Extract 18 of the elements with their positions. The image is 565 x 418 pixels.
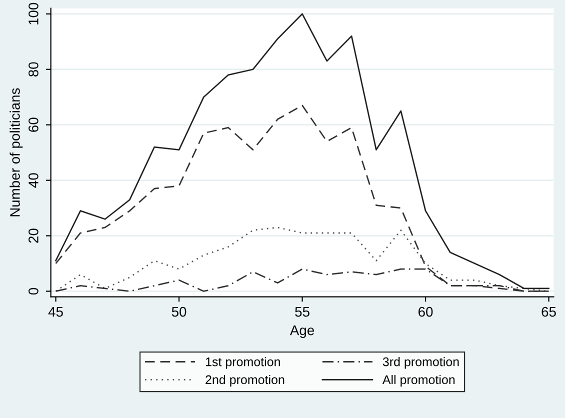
y-tick-label: 60	[28, 118, 38, 132]
line-series	[55, 13, 550, 290]
y-tick-label: 40	[28, 173, 38, 188]
y-tick-label: 80	[28, 62, 38, 76]
legend-label: 2nd promotion	[206, 374, 284, 387]
y-tick-label: 0	[28, 288, 38, 295]
x-tick-label: 55	[295, 307, 310, 317]
x-tick-label: 50	[172, 306, 186, 317]
y-tick-label: 20	[28, 228, 38, 243]
x-axis-title: Age	[290, 326, 314, 338]
y-axis-title: Number of politicians	[10, 88, 23, 216]
x-tick-label: 45	[48, 307, 63, 317]
legend-label: 1st promotion	[206, 357, 280, 369]
y-tick-label: 100	[28, 2, 38, 24]
x-tick-label: 65	[542, 306, 556, 317]
legend-label: All promotion	[382, 374, 455, 387]
x-tick-label: 60	[418, 306, 433, 317]
legend-label: 3rd promotion	[382, 357, 459, 369]
